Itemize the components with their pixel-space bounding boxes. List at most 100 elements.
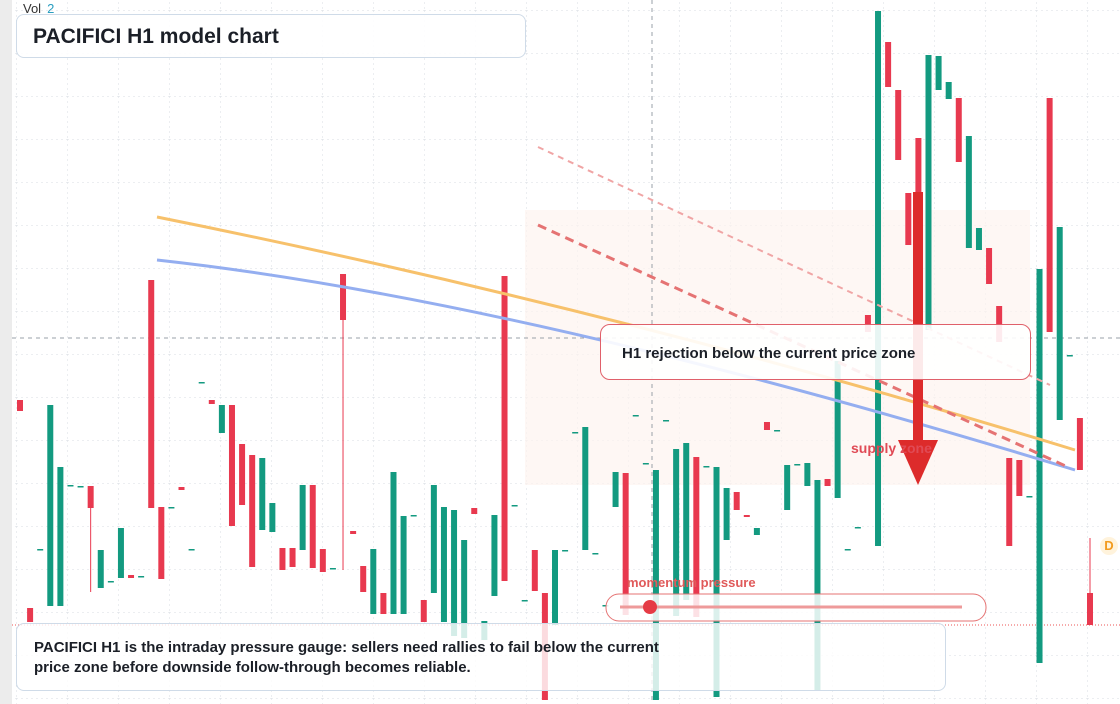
candle-body bbox=[1087, 593, 1093, 625]
candle-body bbox=[652, 470, 659, 700]
candle-body bbox=[1016, 460, 1023, 496]
candle-body bbox=[552, 550, 558, 625]
candle-body bbox=[350, 531, 357, 534]
candle-body bbox=[380, 593, 387, 614]
note: PACIFICI H1 is the intraday pressure gau… bbox=[34, 639, 659, 676]
candle-body bbox=[905, 193, 912, 245]
candle-body bbox=[784, 465, 791, 510]
arrow-head bbox=[898, 440, 938, 485]
candle-body bbox=[814, 480, 821, 690]
candle-body bbox=[299, 485, 306, 550]
candles bbox=[17, 11, 1093, 700]
candle-body bbox=[945, 82, 952, 99]
candle-body bbox=[602, 605, 609, 607]
candle-body bbox=[1056, 227, 1063, 420]
candle-body bbox=[986, 248, 993, 284]
candle-body bbox=[259, 458, 266, 530]
candle-body bbox=[57, 467, 64, 606]
candle-body bbox=[864, 315, 871, 332]
candle-body bbox=[128, 575, 135, 578]
gauge-knob bbox=[643, 600, 657, 614]
candle-body bbox=[188, 549, 195, 551]
candle-body bbox=[239, 444, 246, 505]
candle-body bbox=[632, 415, 639, 417]
candle-body bbox=[703, 466, 710, 468]
candle-body bbox=[824, 479, 831, 486]
candle-body bbox=[844, 549, 851, 551]
candle-body bbox=[461, 540, 468, 638]
candle-body bbox=[794, 464, 801, 466]
candle-body bbox=[340, 274, 347, 320]
candle-body bbox=[97, 550, 104, 588]
candle-body bbox=[562, 550, 569, 552]
candle-body bbox=[218, 405, 225, 433]
vol-label: Vol bbox=[23, 1, 42, 16]
arrow-shaft bbox=[913, 192, 923, 442]
candle-body bbox=[37, 549, 44, 551]
candle-body bbox=[370, 549, 377, 614]
candle-body bbox=[875, 11, 882, 546]
candle-body bbox=[1006, 458, 1013, 546]
candle-body bbox=[107, 581, 114, 583]
candle-body bbox=[77, 486, 84, 488]
candle-body bbox=[763, 422, 770, 430]
candle-body bbox=[440, 507, 447, 622]
candle-body bbox=[531, 550, 538, 591]
candle-body bbox=[1026, 496, 1033, 498]
candle-body bbox=[249, 455, 256, 567]
zone-label: supply zone bbox=[851, 440, 932, 456]
candle-body bbox=[693, 457, 700, 617]
candle-body bbox=[471, 508, 478, 514]
candle-body bbox=[158, 507, 165, 579]
candle-body bbox=[360, 566, 367, 592]
candle-body bbox=[572, 432, 579, 434]
candle-body bbox=[410, 515, 417, 517]
candle-body bbox=[713, 467, 720, 697]
vol-legend: Vol 2 bbox=[23, 1, 54, 16]
candle-body bbox=[854, 527, 861, 529]
candle-body bbox=[723, 488, 730, 540]
candle-body bbox=[309, 485, 316, 568]
trend-yellow bbox=[156, 215, 1076, 452]
candle-body bbox=[289, 548, 296, 567]
candle-body bbox=[1046, 98, 1053, 332]
candle-body bbox=[612, 472, 619, 507]
candle-body bbox=[642, 463, 649, 465]
candle-body bbox=[319, 549, 326, 572]
candle-body bbox=[774, 430, 781, 432]
candle-body bbox=[451, 510, 458, 636]
badge[interactable]: D bbox=[1100, 537, 1118, 555]
candle-body bbox=[198, 382, 205, 384]
candle-body bbox=[834, 361, 841, 498]
chart-title: PACIFICI H1 model chart bbox=[16, 14, 526, 58]
vol-value: 2 bbox=[47, 1, 55, 16]
candle-body bbox=[400, 516, 407, 614]
candle-body bbox=[673, 449, 680, 616]
candle-body bbox=[390, 472, 397, 614]
candle-body bbox=[208, 400, 215, 404]
side-strip bbox=[0, 0, 12, 704]
candle-body bbox=[67, 485, 74, 487]
candle-body bbox=[1076, 418, 1083, 470]
candle-body bbox=[521, 600, 528, 602]
candle-body bbox=[753, 528, 760, 535]
candle-body bbox=[420, 600, 427, 622]
candle-body bbox=[885, 42, 892, 87]
candle-body bbox=[117, 528, 124, 578]
candle-body bbox=[511, 505, 518, 507]
candle-body bbox=[965, 136, 972, 248]
candle-body bbox=[17, 400, 23, 411]
candle-body bbox=[501, 276, 508, 581]
candle-body bbox=[582, 427, 589, 550]
candle-body bbox=[743, 515, 750, 517]
candle-body bbox=[925, 55, 932, 330]
candle-body bbox=[178, 487, 185, 490]
candle-body bbox=[279, 548, 286, 570]
candle-body bbox=[228, 405, 235, 526]
candle-body bbox=[975, 228, 982, 250]
candle-body bbox=[430, 485, 437, 593]
candle-body bbox=[329, 568, 336, 570]
candle-body bbox=[935, 56, 942, 90]
candle-body bbox=[895, 90, 902, 160]
